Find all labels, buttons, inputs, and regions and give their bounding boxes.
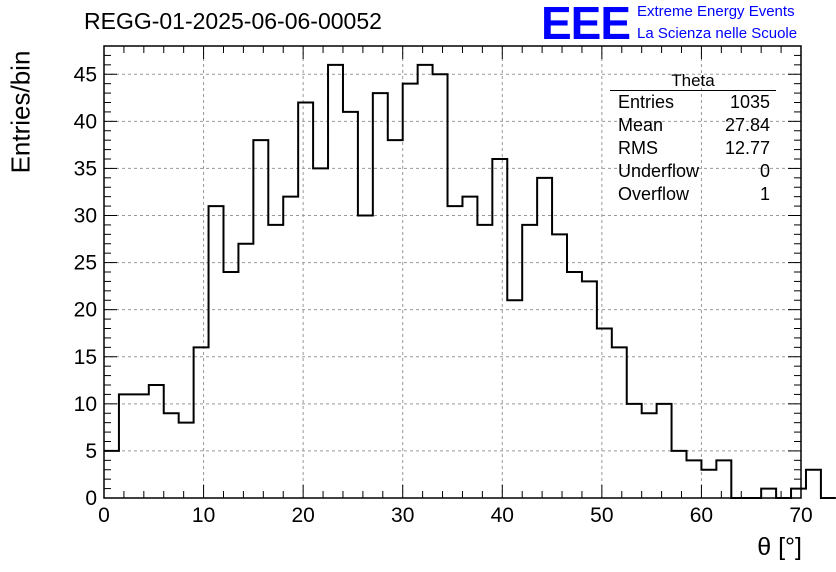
x-tick-labels: 0 10 20 30 40 50 60 70 (98, 504, 813, 527)
y-tick-label: 40 (74, 110, 97, 133)
x-tick-label: 30 (391, 504, 414, 527)
y-tick-label: 30 (74, 205, 97, 228)
y-tick-label: 10 (74, 393, 97, 416)
histogram-bar (791, 489, 806, 498)
stats-value: 1 (759, 184, 770, 204)
histogram-bar (642, 413, 657, 498)
y-tick-label: 5 (85, 440, 97, 463)
histogram-bar (477, 225, 492, 498)
stats-value: 1035 (729, 92, 770, 112)
y-tick-label: 15 (74, 346, 97, 369)
stats-label: Overflow (618, 184, 690, 204)
histogram-bar (268, 225, 283, 498)
stats-row: Overflow 1 (610, 183, 776, 206)
y-tick-label: 20 (74, 299, 97, 322)
histogram-bar (507, 300, 522, 498)
histogram-bar (388, 140, 403, 498)
logo-line-1: Extreme Energy Events (637, 3, 795, 20)
stats-row: Entries 1035 (610, 91, 776, 114)
y-tick-label: 0 (85, 487, 97, 510)
histogram-bar (403, 84, 418, 498)
eee-logo: EEE (541, 0, 631, 49)
histogram-bar (253, 140, 268, 498)
histogram-bar (716, 460, 731, 498)
histogram-bar (209, 206, 224, 498)
histogram-bar (627, 404, 642, 498)
plot-frame (103, 45, 802, 499)
x-tick-label: 10 (192, 504, 215, 527)
chart-title: REGG-01-2025-06-06-00052 (84, 8, 382, 34)
stats-label: Underflow (618, 161, 700, 181)
x-tick-label: 50 (590, 504, 613, 527)
histogram-bar (582, 281, 597, 498)
stats-label: Entries (618, 92, 675, 112)
x-tick-label: 60 (690, 504, 713, 527)
histogram-bar (492, 159, 507, 498)
histogram-bar (552, 234, 567, 498)
histogram-bar (373, 93, 388, 498)
y-axis-label: Entries/bin (5, 50, 36, 174)
histogram-bar (179, 423, 194, 498)
histogram-bar (567, 272, 582, 498)
histogram-bar (806, 470, 821, 498)
stats-row: Underflow 0 (610, 160, 776, 183)
x-axis-label: θ [°] (757, 533, 802, 561)
histogram-bar (686, 460, 701, 498)
histogram-bar (328, 65, 343, 498)
stats-label: RMS (618, 138, 658, 158)
y-tick-label: 45 (74, 63, 97, 86)
histogram-bar (238, 244, 253, 498)
x-tick-label: 70 (789, 504, 812, 527)
x-tick-label: 20 (291, 504, 314, 527)
histogram-bar (164, 413, 179, 498)
histogram-bar (119, 394, 134, 498)
histogram-bar (283, 197, 298, 498)
y-tick-label: 35 (74, 157, 97, 180)
stats-title: Theta (610, 71, 776, 91)
histogram-bar (612, 347, 627, 498)
histogram-bar (343, 112, 358, 498)
histogram-bar (298, 103, 313, 499)
stats-row: Mean 27.84 (610, 114, 776, 137)
histogram-bar (657, 404, 672, 498)
axis-ticks (103, 45, 802, 499)
histogram-bar (104, 451, 119, 498)
histogram-bar (313, 168, 328, 498)
histogram-bar (522, 225, 537, 498)
histogram-outline (104, 63, 836, 499)
histogram-bar (194, 347, 209, 498)
histogram-bar (223, 272, 238, 498)
stats-value: 12.77 (724, 138, 770, 158)
logo-line-2: La Scienza nelle Scuole (637, 25, 798, 42)
histogram-bar (358, 216, 373, 499)
histogram-bar (672, 451, 687, 498)
x-tick-label: 40 (491, 504, 514, 527)
y-tick-labels: 0 5 10 15 20 25 30 35 40 45 (74, 63, 97, 510)
histogram-bar (537, 178, 552, 498)
histogram-bar (597, 329, 612, 499)
grid-lines (104, 46, 801, 498)
histogram-bar (701, 470, 716, 498)
x-tick-label: 0 (98, 504, 110, 527)
stats-row: RMS 12.77 (610, 137, 776, 160)
stats-label: Mean (618, 115, 664, 135)
histogram-bar (134, 394, 149, 498)
histogram-bar (761, 489, 776, 498)
histogram-bar (433, 74, 448, 498)
stats-value: 0 (759, 161, 770, 181)
histogram-bar (462, 197, 477, 498)
stats-value: 27.84 (724, 115, 770, 135)
histogram-bar (149, 385, 164, 498)
histogram-bar (448, 206, 463, 498)
y-tick-label: 25 (74, 252, 97, 275)
histogram-bar (418, 65, 433, 498)
stats-box: Theta Entries 1035 Mean 27.84 RMS 12.77 … (610, 71, 776, 206)
